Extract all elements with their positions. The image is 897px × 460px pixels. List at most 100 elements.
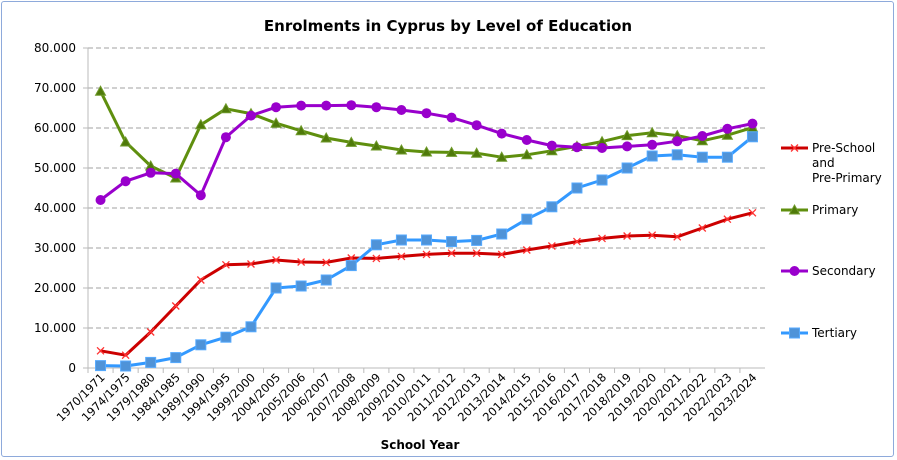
square-marker (245, 321, 257, 333)
circle-marker (346, 100, 357, 111)
x-marker (96, 346, 105, 355)
circle-marker (622, 141, 633, 152)
series-primary (94, 85, 759, 183)
circle-marker (220, 132, 231, 143)
triangle-marker (194, 118, 207, 130)
circle-marker (296, 100, 307, 111)
triangle-marker (345, 136, 358, 147)
triangle-marker (721, 129, 734, 140)
square-marker (496, 228, 508, 240)
triangle-marker (495, 151, 508, 162)
circle-marker (145, 167, 156, 178)
triangle-marker (646, 126, 659, 138)
circle-marker (120, 176, 131, 187)
square-marker (596, 174, 608, 186)
y-tick-label: 0 (68, 361, 76, 375)
x-marker (196, 276, 205, 284)
triangle-marker (270, 117, 282, 128)
triangle-marker (788, 203, 801, 215)
square-marker (671, 149, 683, 161)
legend-label: Pre-Primary (812, 171, 882, 185)
y-tick-label: 50.000 (34, 161, 76, 175)
triangle-marker (621, 129, 633, 141)
circle-marker (496, 128, 507, 139)
square-marker (471, 234, 483, 246)
x-marker (790, 144, 799, 152)
x-axis-label: School Year (381, 438, 460, 452)
square-marker (345, 260, 357, 272)
y-tick-label: 70.000 (34, 81, 76, 95)
x-marker (397, 252, 406, 261)
circle-marker (672, 136, 683, 147)
square-marker (220, 331, 232, 343)
x-marker (297, 258, 306, 266)
x-marker (447, 249, 456, 258)
x-marker (221, 260, 230, 269)
x-marker (121, 351, 130, 360)
square-marker (746, 131, 758, 143)
legend-item: Secondary (781, 264, 876, 278)
legend-label: and (812, 156, 835, 170)
square-marker (421, 234, 432, 246)
square-marker (270, 282, 282, 294)
legend-item: Tertiary (781, 326, 857, 340)
square-marker (120, 360, 132, 372)
y-tick-label: 40.000 (34, 201, 76, 215)
x-marker (698, 224, 707, 232)
triangle-marker (119, 135, 132, 147)
x-marker (272, 256, 281, 264)
circle-marker (446, 112, 457, 123)
square-marker (295, 280, 307, 292)
square-marker (446, 236, 458, 248)
x-marker (598, 234, 606, 243)
triangle-marker (420, 145, 433, 157)
circle-marker (195, 190, 206, 201)
circle-marker (747, 118, 758, 129)
square-marker (370, 239, 382, 251)
x-marker (146, 328, 155, 336)
x-marker (171, 302, 180, 310)
x-marker (322, 258, 331, 267)
circle-marker (521, 135, 532, 145)
circle-marker (371, 102, 382, 113)
y-tick-label: 80.000 (34, 41, 76, 55)
y-tick-label: 60.000 (34, 121, 76, 135)
circle-marker (421, 108, 432, 119)
series-secondary (95, 100, 758, 205)
square-marker (571, 182, 583, 194)
square-marker (170, 352, 182, 364)
circle-marker (170, 168, 181, 179)
triangle-marker (295, 124, 307, 136)
x-marker (723, 215, 732, 224)
series-pre-school-and-pre-primary (96, 208, 757, 360)
circle-marker (396, 105, 407, 115)
legend-label: Secondary (812, 264, 876, 278)
square-marker (721, 151, 733, 163)
x-marker (372, 254, 381, 263)
x-marker (748, 208, 757, 217)
circle-marker (647, 139, 658, 150)
x-marker (497, 250, 506, 259)
square-marker (696, 151, 708, 163)
triangle-marker (220, 102, 232, 114)
circle-marker (471, 120, 482, 131)
square-marker (95, 360, 107, 372)
triangle-marker (445, 146, 458, 157)
square-marker (195, 339, 207, 351)
square-marker (145, 356, 157, 368)
x-marker (247, 260, 255, 268)
circle-marker (321, 100, 332, 111)
legend-label: Tertiary (811, 326, 857, 340)
square-marker (521, 213, 533, 225)
legend-label: Pre-School (812, 141, 875, 155)
circle-marker (571, 142, 582, 153)
triangle-marker (470, 147, 483, 158)
circle-marker (597, 143, 608, 153)
x-marker (422, 250, 431, 259)
x-marker (623, 232, 632, 240)
triangle-marker (520, 148, 533, 160)
triangle-marker (320, 131, 333, 143)
